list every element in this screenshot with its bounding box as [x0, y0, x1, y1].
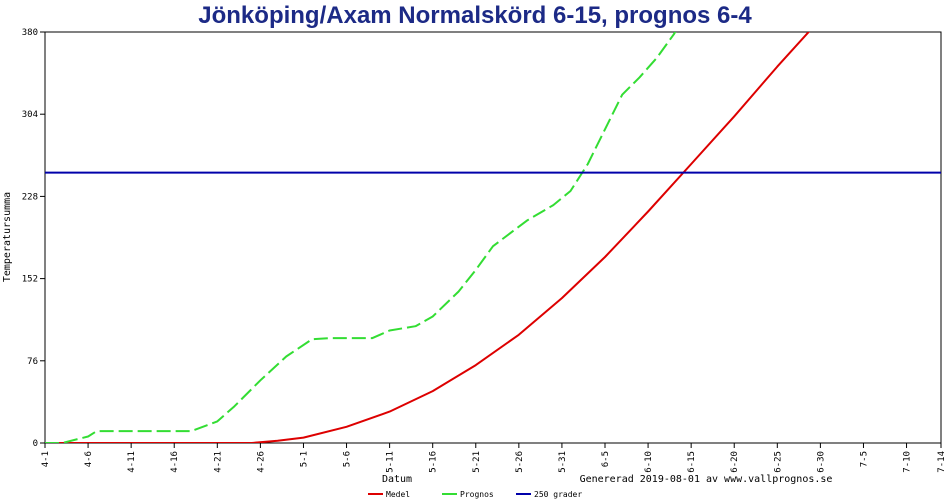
x-tick-label: 5-11: [386, 451, 396, 473]
x-tick-label: 6-25: [773, 451, 783, 473]
y-tick-label: 228: [22, 192, 38, 202]
x-tick-label: 4-16: [170, 451, 180, 473]
x-tick-label: 6-20: [730, 451, 740, 473]
x-axis-label: Datum: [382, 474, 412, 485]
y-tick-label: 380: [22, 28, 38, 38]
x-tick-label: 4-6: [84, 451, 94, 467]
x-tick-label: 5-16: [429, 451, 439, 473]
y-tick-label: 152: [22, 275, 38, 285]
x-tick-label: 5-1: [299, 451, 309, 467]
generated-footer: Genererad 2019-08-01 av www.vallprognos.…: [580, 474, 833, 485]
y-tick-label: 76: [27, 357, 38, 367]
x-tick-label: 4-21: [213, 451, 223, 473]
x-tick-label: 5-31: [558, 451, 568, 473]
x-tick-label: 5-21: [472, 451, 482, 473]
legend-entry: 250 grader: [534, 490, 582, 499]
x-tick-label: 5-6: [343, 451, 353, 467]
series-line-prognos: [45, 32, 677, 443]
y-tick-label: 304: [22, 110, 38, 120]
series-layer: [45, 32, 941, 443]
plot-border: [44, 31, 942, 444]
axis-layer: 0 76 152 228 304 380 4-1 4-6 4-11 4-16 4-21 4-26 5-1…: [22, 28, 947, 473]
y-tick-label: 0: [33, 439, 38, 449]
x-tick-label: 6-30: [816, 451, 826, 473]
x-tick-label: 6-15: [687, 451, 697, 473]
x-tick-label: 5-26: [515, 451, 525, 473]
legend-entry: Medel: [386, 490, 410, 499]
x-tick-label: 4-11: [127, 451, 137, 473]
y-axis-label: Temperatursumma: [2, 192, 13, 282]
legend-entry: Prognos: [460, 490, 494, 499]
x-tick-label: 6-5: [601, 451, 611, 467]
x-tick-label: 7-14: [937, 451, 947, 473]
x-tick-label: 4-26: [256, 451, 266, 473]
x-tick-label: 6-10: [644, 451, 654, 473]
x-tick-label: 4-1: [41, 451, 51, 467]
chart-title: Jönköping/Axam Normalskörd 6-15, prognos…: [198, 2, 752, 29]
series-line-medel: [45, 32, 810, 443]
plot-frame: [44, 31, 942, 444]
x-tick-label: 7-5: [859, 451, 869, 467]
legend: Medel Prognos 250 grader: [368, 490, 582, 499]
x-tick-label: 7-10: [903, 451, 913, 473]
